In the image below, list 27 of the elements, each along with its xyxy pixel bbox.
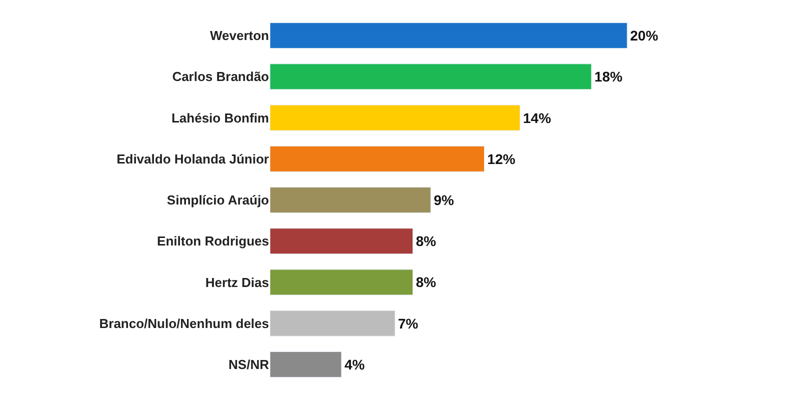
y-tick-label: Weverton: [210, 28, 270, 44]
bar: [270, 310, 396, 336]
y-tick-label: Hertz Dias: [205, 274, 269, 290]
data-label: 12%: [487, 150, 516, 167]
bar: [270, 146, 485, 172]
data-label: 8%: [416, 233, 437, 250]
bar: [270, 187, 431, 213]
y-tick-label: Enilton Rodrigues: [157, 234, 269, 249]
bar: [270, 64, 592, 90]
bar: [270, 228, 414, 254]
y-tick-label: Simplício Araújo: [166, 192, 270, 208]
y-tick-label: Edivaldo Holanda Júnior: [116, 151, 269, 166]
data-label: 9%: [434, 192, 454, 208]
y-tick-label: Branco/Nulo/Nenhum deles: [99, 316, 269, 331]
data-label: 20%: [630, 28, 659, 44]
data-label: 7%: [398, 315, 419, 332]
data-label: 18%: [594, 68, 623, 85]
data-label: 8%: [416, 274, 437, 290]
y-tick-label: NS/NR: [228, 356, 270, 372]
data-label: 4%: [344, 356, 366, 372]
data-label: 14%: [523, 110, 552, 126]
bar: [270, 104, 520, 131]
y-tick-label: Carlos Brandão: [172, 69, 270, 84]
bar: [270, 269, 414, 296]
y-tick-label: Lahésio Bonfim: [171, 110, 269, 126]
bar: [270, 351, 342, 378]
bar: [270, 22, 628, 49]
